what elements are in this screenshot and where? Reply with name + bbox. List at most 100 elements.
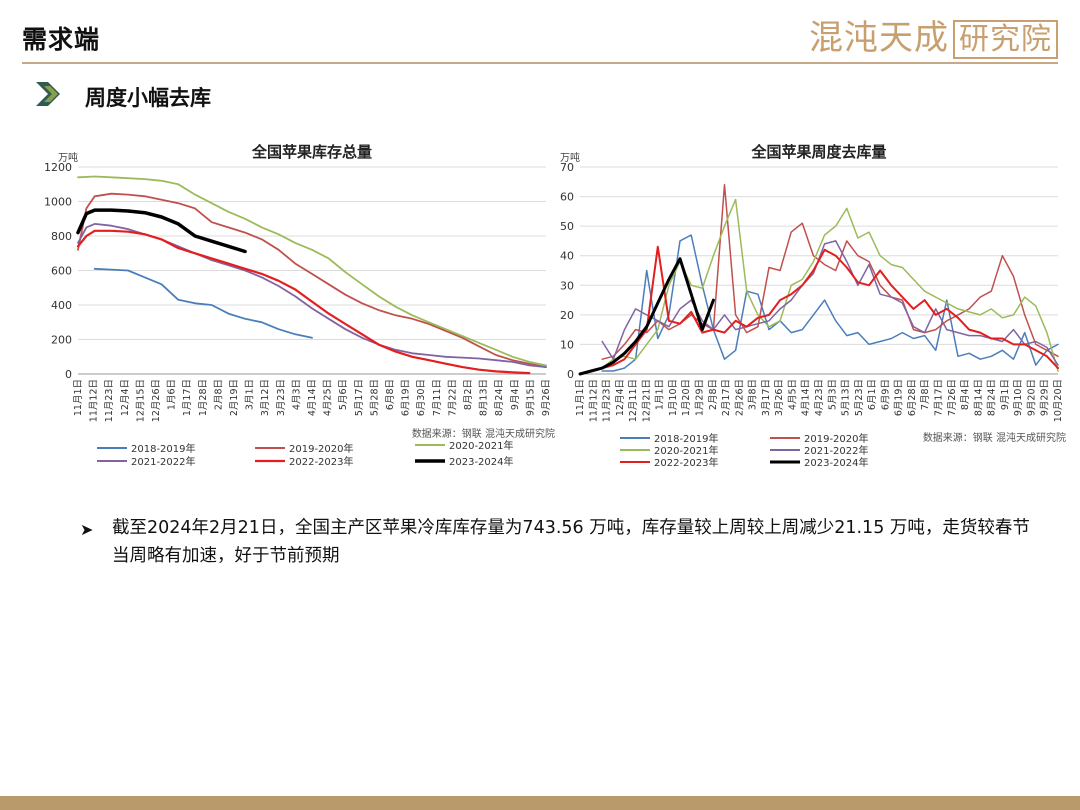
x-tick-label: 8月24日 [494, 379, 505, 416]
legend-label: 2019-2020年 [804, 432, 869, 445]
x-tick-label: 12月4日 [615, 379, 626, 416]
y-tick-label: 70 [560, 161, 574, 174]
x-tick-label: 2月17日 [721, 379, 732, 416]
x-tick-label: 2月26日 [734, 379, 745, 416]
y-tick-label: 1000 [44, 196, 72, 209]
x-tick-label: 7月8日 [920, 379, 931, 410]
y-axis-unit: 万吨 [560, 151, 580, 164]
x-tick-label: 9月29日 [1040, 379, 1051, 416]
y-axis-unit: 万吨 [58, 151, 78, 164]
x-tick-label: 6月8日 [385, 379, 396, 410]
x-tick-label: 9月10日 [1013, 379, 1024, 416]
x-tick-label: 3月17日 [761, 379, 772, 416]
series-line [77, 192, 547, 369]
x-tick-label: 11月12日 [89, 379, 100, 422]
x-tick-label: 3月23日 [276, 379, 287, 416]
series-line [601, 234, 1059, 372]
x-tick-label: 11月12日 [588, 379, 599, 422]
weekly-destock-chart: 全国苹果周度去库量 万吨 0 10 20 30 40 50 60 70 11月1日 11月12日 11月… [560, 143, 1066, 469]
y-tick-label: 1200 [44, 161, 72, 174]
x-tick-label: 6月30日 [416, 379, 427, 416]
x-tick-label: 7月11日 [432, 379, 443, 416]
page-title: 需求端 [22, 25, 101, 54]
x-tick-label: 4月14日 [801, 379, 812, 416]
series-line [601, 183, 1059, 360]
x-tick-label: 4月5日 [787, 379, 798, 410]
brand-logo: 混沌天成 研究院 [809, 10, 1058, 59]
x-tick-label: 8月14日 [973, 379, 984, 416]
x-tick-label: 6月28日 [907, 379, 918, 416]
x-tick-label: 12月15日 [135, 379, 146, 422]
x-tick-label: 6月19日 [894, 379, 905, 416]
x-tick-label: 9月4日 [510, 379, 521, 410]
y-tick-label: 60 [560, 191, 574, 204]
x-tick-label: 2月8日 [213, 379, 224, 410]
x-tick-label: 3月26日 [774, 379, 785, 416]
x-tick-label: 11月1日 [575, 379, 586, 416]
x-tick-label: 9月20日 [1026, 379, 1037, 416]
x-tick-label: 12月21日 [641, 379, 652, 422]
x-tick-label: 3月1日 [245, 379, 256, 410]
x-tick-label: 7月22日 [447, 379, 458, 416]
x-tick-label: 12月4日 [120, 379, 131, 416]
summary-text: 截至2024年2月21日，全国主产区苹果冷库库存量为743.56 万吨，库存量较… [112, 518, 1030, 566]
footer-bar [0, 796, 1080, 810]
x-tick-label: 6月1日 [867, 379, 878, 410]
logo-text: 混沌天成 [809, 18, 949, 58]
y-tick-label: 50 [560, 220, 574, 233]
y-tick-label: 400 [51, 299, 72, 312]
x-tick-label: 8月2日 [463, 379, 474, 410]
legend-label: 2023-2024年 [804, 456, 869, 469]
legend-label: 2018-2019年 [654, 432, 719, 445]
series-line [601, 198, 1059, 372]
inventory-total-chart: 全国苹果库存总量 万吨 0 200 400 600 800 1000 1200 11月1日 11月1… [44, 143, 555, 468]
x-tick-label: 7月26日 [947, 379, 958, 416]
legend-label: 2021-2022年 [804, 444, 869, 457]
chart-title: 全国苹果库存总量 [251, 143, 372, 161]
series-line [76, 208, 247, 254]
x-tick-label: 9月1日 [1000, 379, 1011, 410]
x-tick-label: 5月28日 [369, 379, 380, 416]
x-tick-label: 5月13日 [841, 379, 852, 416]
x-tick-label: 9月26日 [541, 379, 552, 416]
section-title: 周度小幅去库 [85, 86, 211, 110]
x-tick-label: 12月26日 [151, 379, 162, 422]
series-line [601, 245, 1059, 370]
x-tick-label: 10月20日 [1053, 379, 1064, 422]
chart-source: 数据来源：钢联 混沌天成研究院 [412, 427, 555, 440]
x-tick-label: 1月6日 [167, 379, 178, 410]
chart-title: 全国苹果周度去库量 [750, 143, 886, 161]
x-tick-label: 4月23日 [814, 379, 825, 416]
series-line [93, 267, 313, 339]
legend-label: 2022-2023年 [654, 456, 719, 469]
y-tick-label: 10 [560, 338, 574, 351]
x-tick-label: 3月8日 [748, 379, 759, 410]
x-tick-label: 4月25日 [323, 379, 334, 416]
x-tick-label: 5月6日 [338, 379, 349, 410]
x-tick-label: 12月11日 [628, 379, 639, 422]
legend-label: 2021-2022年 [131, 455, 196, 468]
y-tick-label: 200 [51, 334, 72, 347]
y-tick-label: 40 [560, 250, 574, 263]
legend-label: 2018-2019年 [131, 442, 196, 455]
chart-source: 数据来源：钢联 混沌天成研究院 [923, 431, 1066, 444]
legend-label: 2023-2024年 [449, 455, 514, 468]
x-tick-label: 2月19日 [229, 379, 240, 416]
x-tick-label: 6月19日 [401, 379, 412, 416]
x-tick-label: 1月29日 [695, 379, 706, 416]
y-tick-label: 20 [560, 309, 574, 322]
x-tick-label: 11月23日 [602, 379, 613, 422]
x-tick-label: 5月3日 [827, 379, 838, 410]
x-tick-label: 1月17日 [182, 379, 193, 416]
x-tick-label: 8月4日 [960, 379, 971, 410]
x-tick-label: 5月17日 [354, 379, 365, 416]
x-tick-label: 11月1日 [73, 379, 84, 416]
x-tick-label: 8月13日 [479, 379, 490, 416]
y-tick-label: 600 [51, 265, 72, 278]
x-tick-label: 4月3日 [291, 379, 302, 410]
header-divider [22, 62, 1058, 64]
y-tick-label: 30 [560, 279, 574, 292]
series-line [77, 175, 547, 367]
arrow-bullet-icon: ➤ [80, 520, 94, 539]
y-tick-label: 800 [51, 230, 72, 243]
